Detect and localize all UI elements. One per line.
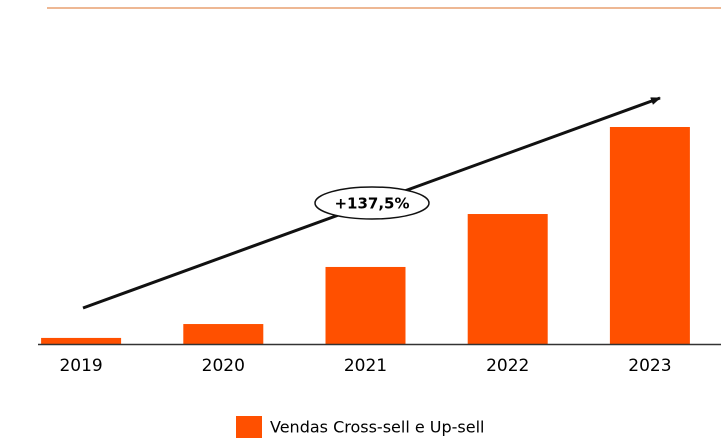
bar (609, 127, 690, 344)
x-tick-label: 2023 (628, 356, 671, 376)
x-tick-label: 2021 (344, 356, 387, 376)
legend-swatch (236, 416, 262, 438)
bar (183, 324, 264, 344)
bar (325, 266, 406, 344)
x-tick-label: 2020 (202, 356, 245, 376)
bars (41, 127, 690, 344)
legend-label: Vendas Cross-sell e Up-sell (270, 418, 485, 437)
x-tick-label: 2022 (486, 356, 529, 376)
bar (41, 337, 122, 344)
x-tick-label: 2019 (59, 356, 102, 376)
growth-label: +137,5% (334, 195, 409, 213)
bar (467, 214, 548, 344)
annotation-ellipse (314, 186, 430, 220)
